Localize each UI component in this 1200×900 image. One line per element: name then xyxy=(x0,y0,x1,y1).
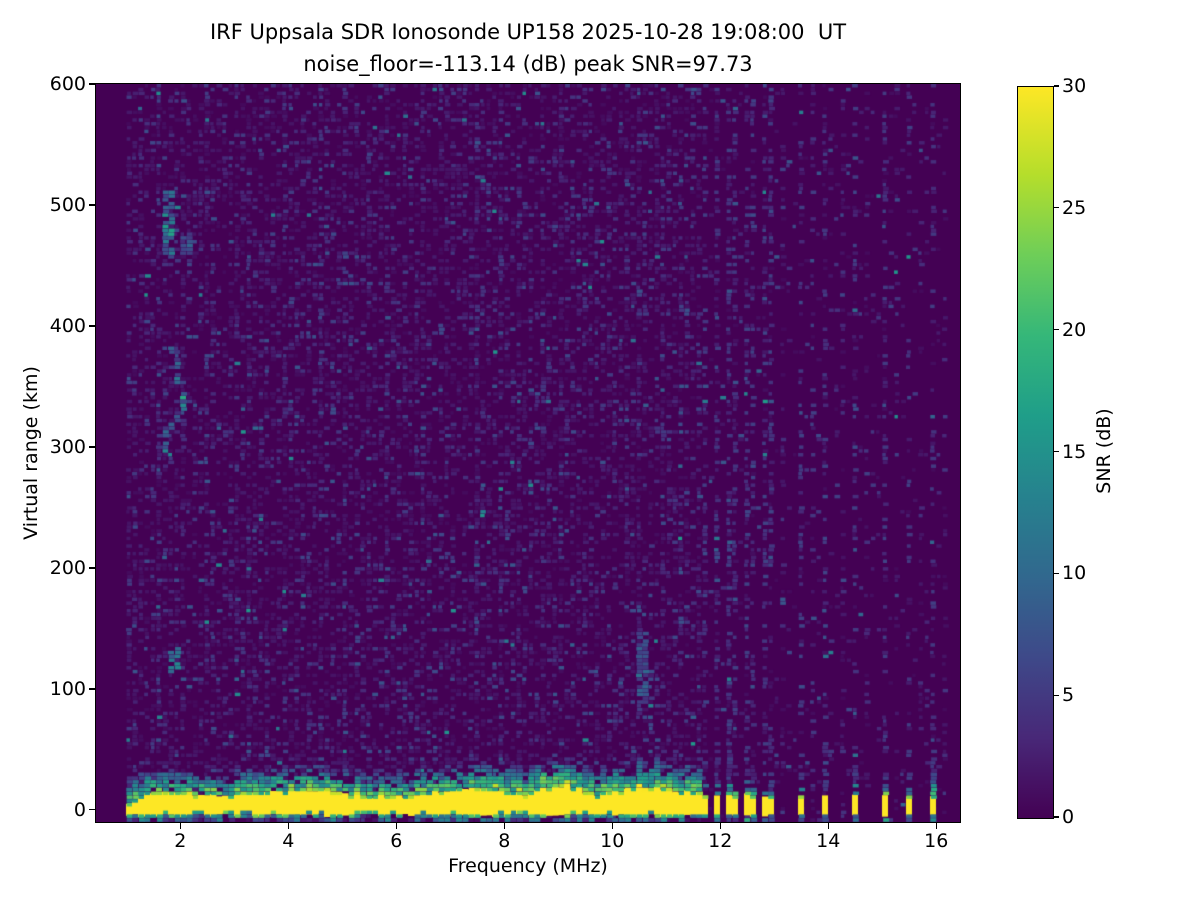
y-tick-mark xyxy=(89,446,95,448)
colorbar-tick-label: 15 xyxy=(1062,440,1087,463)
figure-title: IRF Uppsala SDR Ionosonde UP158 2025-10-… xyxy=(209,20,847,44)
x-tick-label: 16 xyxy=(924,830,949,852)
x-tick-label: 10 xyxy=(600,830,625,852)
x-tick-mark xyxy=(395,823,397,829)
y-tick-label: 500 xyxy=(49,193,86,216)
colorbar-tick-label: 10 xyxy=(1062,562,1087,585)
y-tick-mark xyxy=(89,83,95,85)
x-tick-label: 8 xyxy=(498,830,511,852)
colorbar-label: SNR (dB) xyxy=(1093,408,1115,494)
y-tick-mark xyxy=(89,809,95,811)
x-tick-mark xyxy=(179,823,181,829)
colorbar-tick-label: 20 xyxy=(1062,318,1087,341)
colorbar-tick-mark xyxy=(1054,207,1059,209)
y-tick-label: 300 xyxy=(49,435,86,458)
colorbar-tick-mark xyxy=(1054,694,1059,696)
y-tick-label: 200 xyxy=(49,556,86,579)
y-tick-label: 600 xyxy=(49,73,86,95)
colorbar-tick-mark xyxy=(1054,450,1059,453)
x-tick-label: 4 xyxy=(282,830,295,852)
x-tick-mark xyxy=(935,823,937,829)
x-tick-label: 14 xyxy=(816,830,841,852)
x-tick-label: 12 xyxy=(708,830,733,852)
y-tick-label: 100 xyxy=(49,677,86,700)
colorbar-tick-mark xyxy=(1054,816,1059,818)
x-tick-mark xyxy=(719,823,721,829)
colorbar-tick-label: 5 xyxy=(1062,684,1075,707)
colorbar-tick-label: 25 xyxy=(1062,196,1087,219)
y-tick-mark xyxy=(89,204,95,206)
ionogram-heatmap xyxy=(96,84,960,822)
x-tick-mark xyxy=(611,823,613,829)
y-tick-label: 0 xyxy=(73,798,86,821)
x-tick-label: 2 xyxy=(174,830,187,852)
y-axis-label: Virtual range (km) xyxy=(20,366,42,540)
y-tick-mark xyxy=(89,325,95,327)
x-axis-label: Frequency (MHz) xyxy=(448,855,608,877)
colorbar-tick-label: 30 xyxy=(1062,75,1087,97)
x-tick-label: 6 xyxy=(390,830,403,852)
colorbar-tick-label: 0 xyxy=(1062,806,1075,828)
x-tick-mark xyxy=(827,823,829,829)
colorbar xyxy=(1017,86,1054,819)
figure-subtitle: noise_floor=-113.14 (dB) peak SNR=97.73 xyxy=(303,52,753,76)
y-tick-mark xyxy=(89,688,95,690)
colorbar-tick-mark xyxy=(1054,85,1059,87)
colorbar-tick-mark xyxy=(1054,329,1059,331)
x-tick-mark xyxy=(287,823,289,829)
y-tick-label: 400 xyxy=(49,314,86,337)
colorbar-tick-mark xyxy=(1054,572,1059,574)
y-tick-mark xyxy=(89,567,95,569)
plot-area xyxy=(95,83,961,823)
x-tick-mark xyxy=(503,823,505,829)
